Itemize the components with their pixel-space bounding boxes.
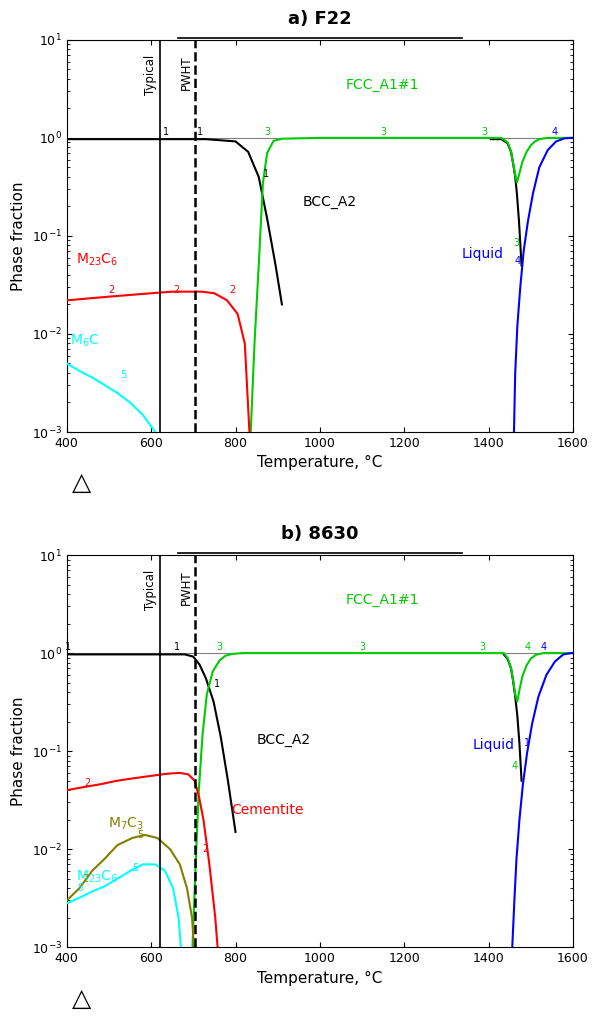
- Text: M$_{23}$C$_6$: M$_{23}$C$_6$: [76, 251, 118, 268]
- Text: Liquid: Liquid: [473, 738, 515, 752]
- X-axis label: Temperature, °C: Temperature, °C: [257, 971, 383, 985]
- Text: 4: 4: [551, 127, 557, 136]
- Text: Cementite: Cementite: [231, 803, 304, 817]
- Text: 2: 2: [173, 285, 179, 295]
- Text: 1: 1: [65, 642, 71, 653]
- Text: 4: 4: [524, 642, 530, 653]
- Text: BCC_A2: BCC_A2: [257, 733, 311, 747]
- Text: 3: 3: [513, 238, 519, 247]
- Text: 4: 4: [541, 642, 547, 653]
- Text: 2: 2: [229, 285, 235, 295]
- Text: 2: 2: [84, 779, 90, 788]
- Text: FCC_A1#1: FCC_A1#1: [345, 77, 419, 92]
- Text: 3: 3: [217, 642, 223, 653]
- Text: M$_{23}$C$_6$: M$_{23}$C$_6$: [76, 868, 119, 886]
- Text: 2: 2: [202, 844, 208, 854]
- Text: 3: 3: [481, 127, 487, 136]
- Y-axis label: Phase fraction: Phase fraction: [11, 696, 26, 806]
- Text: Liquid: Liquid: [461, 247, 503, 262]
- Text: M$_6$C: M$_6$C: [70, 333, 100, 349]
- Text: 5: 5: [132, 862, 138, 872]
- Text: 1: 1: [524, 738, 530, 748]
- Text: b) 8630: b) 8630: [281, 525, 359, 544]
- Text: △: △: [73, 986, 92, 1011]
- Text: Typical: Typical: [145, 55, 157, 96]
- Text: 1: 1: [174, 642, 181, 653]
- Text: 1: 1: [214, 679, 220, 689]
- Text: 3: 3: [380, 127, 386, 136]
- Text: 5: 5: [121, 371, 127, 380]
- X-axis label: Temperature, °C: Temperature, °C: [257, 455, 383, 470]
- Text: 2: 2: [108, 285, 114, 295]
- Text: 2: 2: [83, 873, 89, 884]
- Text: Typical: Typical: [145, 570, 157, 611]
- Text: 3: 3: [359, 642, 365, 653]
- Text: a) F22: a) F22: [288, 10, 352, 29]
- Y-axis label: Phase fraction: Phase fraction: [11, 181, 26, 291]
- Text: 3: 3: [264, 127, 270, 136]
- Text: BCC_A2: BCC_A2: [303, 195, 357, 210]
- Text: 4: 4: [514, 257, 520, 267]
- Text: 3: 3: [479, 642, 485, 653]
- Text: M$_7$C$_3$: M$_7$C$_3$: [108, 816, 144, 833]
- Text: FCC_A1#1: FCC_A1#1: [345, 592, 419, 607]
- Text: 4: 4: [511, 761, 517, 772]
- Text: PWHT: PWHT: [181, 55, 193, 90]
- Text: 5: 5: [77, 884, 83, 893]
- Text: PWHT: PWHT: [181, 570, 193, 605]
- Text: 1: 1: [263, 169, 269, 179]
- Text: 5: 5: [137, 830, 144, 840]
- Text: 1: 1: [163, 127, 169, 136]
- Text: △: △: [73, 471, 92, 495]
- Text: 1: 1: [197, 127, 203, 136]
